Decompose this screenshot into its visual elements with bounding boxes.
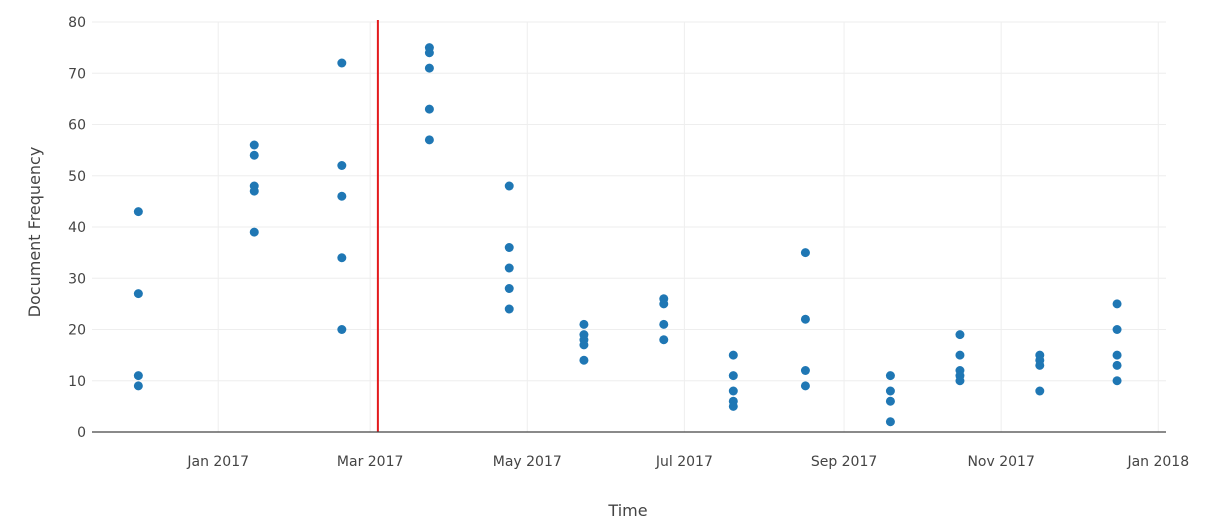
data-point <box>504 243 514 252</box>
data-point <box>728 386 738 396</box>
data-point <box>249 150 259 160</box>
data-point <box>1112 360 1122 370</box>
data-point <box>955 350 965 360</box>
data-point <box>800 248 810 258</box>
data-point <box>885 371 895 381</box>
data-point <box>133 381 143 391</box>
data-point <box>424 104 434 114</box>
data-point <box>1112 299 1122 309</box>
data-point <box>133 207 143 217</box>
y-tick-label: 80 <box>68 15 86 31</box>
data-point <box>659 335 669 345</box>
data-point <box>659 319 669 329</box>
y-tick-label: 10 <box>68 374 86 390</box>
data-point <box>504 304 514 314</box>
data-point <box>337 58 347 68</box>
data-point <box>955 376 965 386</box>
x-tick-label: Mar 2017 <box>337 454 404 470</box>
y-tick-label: 30 <box>68 271 86 287</box>
data-point <box>337 161 347 170</box>
axis-layer: 0 10 20 30 40 50 60 70 80 Jan 2017 Mar 2017 May 201… <box>68 15 1189 470</box>
y-tick-label: 50 <box>68 169 86 185</box>
data-point <box>337 253 347 263</box>
data-point <box>579 355 589 365</box>
data-point <box>955 330 965 340</box>
data-point <box>133 289 143 299</box>
y-tick-label: 60 <box>68 118 86 134</box>
y-tick-label: 70 <box>68 66 86 82</box>
data-point <box>659 299 669 309</box>
y-tick-label: 0 <box>77 425 86 441</box>
data-point <box>579 319 589 329</box>
data-point <box>1112 350 1122 360</box>
y-tick-label: 40 <box>68 220 86 236</box>
data-point <box>337 191 347 201</box>
data-point <box>1035 386 1045 396</box>
data-point <box>424 63 434 73</box>
data-point <box>249 227 259 237</box>
x-tick-label: Jul 2017 <box>655 454 713 470</box>
data-point <box>133 371 143 381</box>
data-point <box>424 48 434 58</box>
x-tick-label: Jan 2018 <box>1126 454 1189 470</box>
data-point <box>800 381 810 391</box>
data-point <box>728 350 738 360</box>
data-point <box>579 340 589 350</box>
grid-layer <box>92 21 1166 432</box>
y-axis-title: Document Frequency <box>25 147 44 318</box>
points-layer <box>133 43 1122 427</box>
data-point <box>728 371 738 381</box>
data-point <box>1112 376 1122 386</box>
x-tick-label: Sep 2017 <box>811 454 877 470</box>
data-point <box>337 325 347 334</box>
data-point <box>885 417 895 427</box>
data-point <box>800 366 810 375</box>
data-point <box>728 401 738 411</box>
x-tick-label: Nov 2017 <box>967 454 1034 470</box>
data-point <box>424 135 434 145</box>
data-point <box>504 181 514 191</box>
x-tick-label: Jan 2017 <box>186 454 249 470</box>
data-point <box>504 284 514 293</box>
data-point <box>504 263 514 273</box>
data-point <box>249 186 259 196</box>
data-point <box>885 386 895 396</box>
x-axis-title: Time <box>607 501 647 520</box>
data-point <box>800 314 810 324</box>
data-point <box>885 396 895 406</box>
data-point <box>1112 325 1122 334</box>
data-point <box>249 140 259 150</box>
data-point <box>1035 360 1045 370</box>
x-tick-label: May 2017 <box>493 454 562 470</box>
y-tick-label: 20 <box>68 323 86 339</box>
